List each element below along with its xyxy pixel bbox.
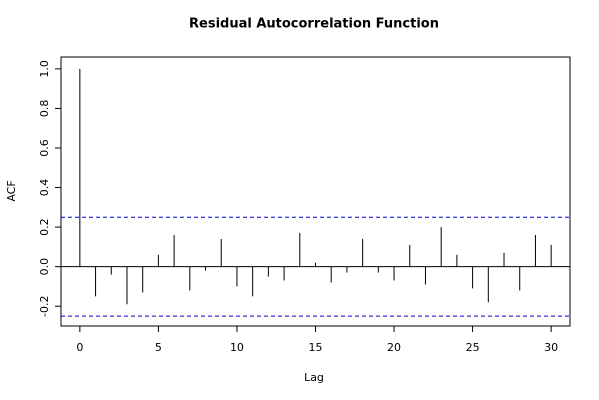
y-axis-label: ACF: [5, 180, 18, 201]
y-tick-label: -0.2: [38, 295, 51, 316]
y-tick-label: 0.2: [38, 218, 51, 236]
x-tick-label: 15: [309, 341, 323, 354]
y-tick-label: 0.4: [38, 179, 51, 197]
x-tick-label: 20: [387, 341, 401, 354]
plot-frame: [60, 56, 571, 327]
y-tick-label: 1.0: [38, 60, 51, 78]
chart-title: Residual Autocorrelation Function: [189, 17, 439, 32]
x-axis-label: Lag: [304, 371, 324, 384]
y-tick-label: 0.0: [38, 258, 51, 276]
x-tick-label: 30: [544, 341, 558, 354]
x-tick-label: 5: [155, 341, 162, 354]
y-tick-label: 0.6: [38, 139, 51, 157]
x-tick-label: 25: [466, 341, 480, 354]
x-tick-label: 10: [230, 341, 244, 354]
x-tick-label: 0: [76, 341, 83, 354]
y-tick-label: 0.8: [38, 100, 51, 118]
